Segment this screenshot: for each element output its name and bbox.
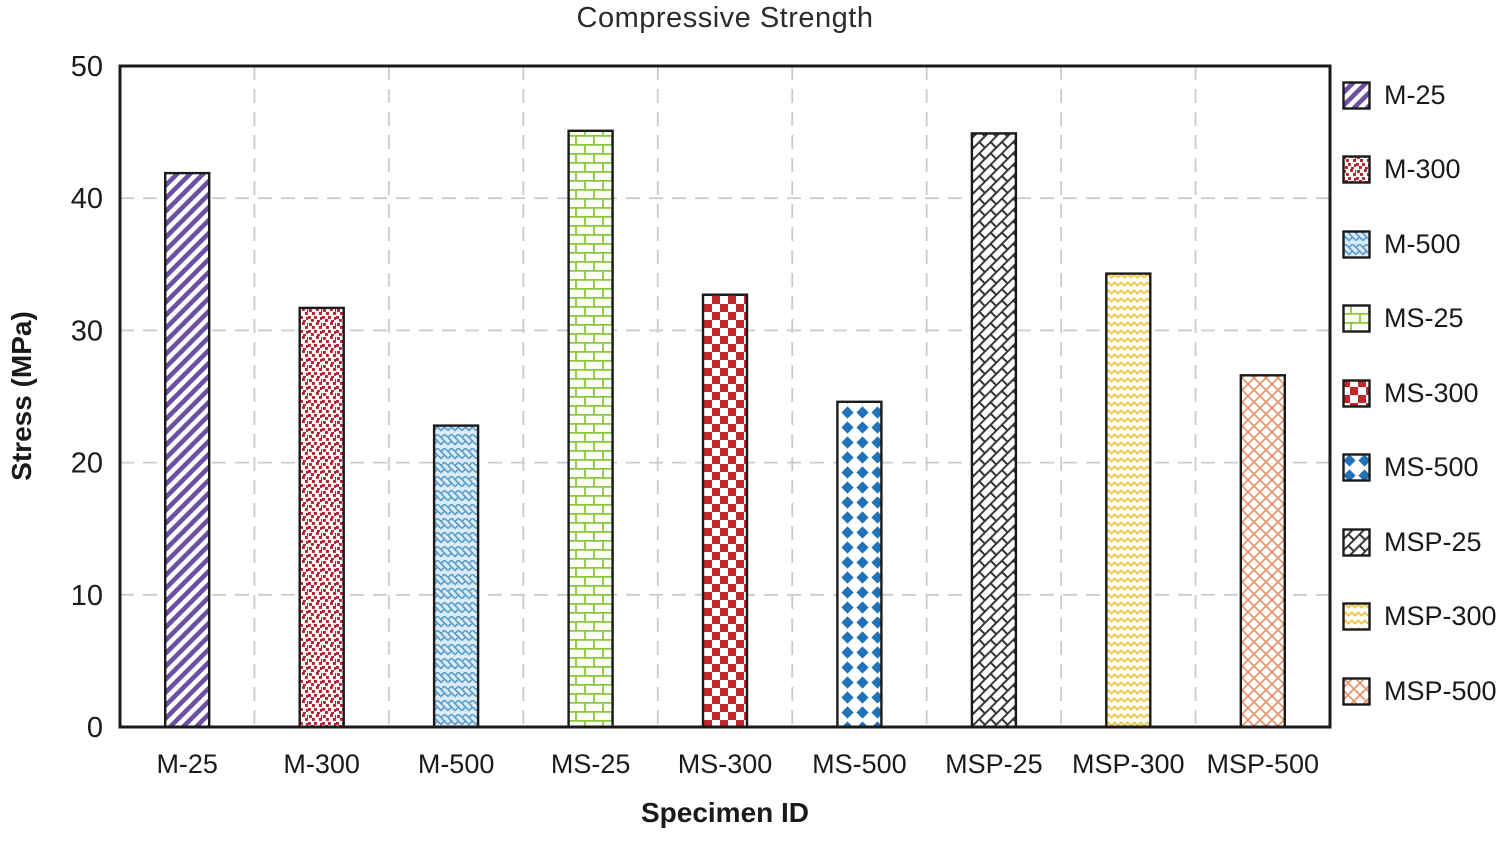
plot-frame: [118, 64, 1332, 729]
bar-MS-300: [701, 293, 749, 729]
legend-label: M-25: [1384, 79, 1446, 110]
legend-item-MS-500: MS-500: [1342, 452, 1500, 483]
legend-label: MSP-25: [1384, 526, 1482, 557]
y-tick-label: 40: [71, 183, 103, 215]
x-tick-label: MS-300: [678, 749, 773, 779]
x-tick-label: MSP-500: [1207, 749, 1320, 779]
legend-item-MSP-500: MSP-500: [1342, 676, 1500, 706]
x-tick-label: M-25: [156, 749, 218, 779]
y-tick-label: 30: [71, 315, 103, 347]
bar-MSP-25: [970, 132, 1018, 729]
x-axis-label: Specimen ID: [640, 797, 810, 828]
legend-swatch-icon: [1342, 80, 1371, 110]
legend-swatch-icon: [1342, 527, 1371, 557]
bar-M-500: [432, 424, 480, 729]
legend-item-MS-25: MS-25: [1342, 303, 1500, 334]
x-tick-label: M-300: [283, 749, 360, 779]
legend-item-M-500: M-500: [1342, 229, 1500, 259]
legend-swatch-icon: [1342, 229, 1371, 259]
legend-item-M-300: M-300: [1342, 154, 1500, 185]
x-tick-label: MS-25: [551, 749, 631, 779]
bars: [163, 129, 1287, 729]
legend-item-M-25: M-25: [1342, 80, 1500, 110]
x-tick-label: MSP-300: [1072, 749, 1185, 779]
legend-swatch-icon: [1342, 453, 1371, 482]
bar-MS-25: [567, 129, 614, 729]
legend-label: M-500: [1384, 228, 1461, 259]
legend-label: MS-25: [1384, 303, 1464, 333]
y-tick-label: 50: [71, 51, 103, 83]
y-tick-label: 20: [71, 448, 103, 480]
bar-MSP-300: [1105, 272, 1152, 729]
legend: M-25 M-300 M-500 MS-25 MS-300 MS-500 MSP-25 MSP…: [1342, 80, 1500, 706]
x-tick-label: MSP-25: [945, 749, 1043, 779]
legend-swatch-icon: [1342, 378, 1371, 408]
legend-swatch-icon: [1342, 602, 1371, 631]
y-tick-labels: 0 10 20 30 40 50: [71, 51, 103, 744]
x-tick-labels: M-25 M-300 M-500 MS-25 MS-300 MS-500 MSP-25 MSP…: [156, 749, 1319, 779]
legend-item-MS-300: MS-300: [1342, 378, 1500, 408]
legend-label: MS-300: [1384, 377, 1479, 408]
legend-item-MSP-25: MSP-25: [1342, 527, 1500, 557]
bar-M-25: [163, 171, 211, 729]
bar-MS-500: [836, 400, 883, 729]
y-tick-label: 0: [87, 712, 103, 744]
bar-M-300: [298, 306, 345, 729]
legend-label: MSP-300: [1384, 601, 1497, 631]
chart-title: Compressive Strength: [576, 2, 874, 34]
y-tick-label: 10: [71, 580, 103, 612]
legend-swatch-icon: [1342, 676, 1371, 706]
legend-swatch-icon: [1342, 304, 1371, 333]
legend-label: MSP-500: [1384, 675, 1497, 706]
legend-label: MS-500: [1384, 452, 1479, 482]
x-tick-label: MS-500: [812, 749, 907, 779]
bar-MSP-500: [1239, 374, 1287, 729]
x-tick-label: M-500: [418, 749, 495, 779]
legend-label: M-300: [1384, 154, 1461, 184]
legend-item-MSP-300: MSP-300: [1342, 601, 1500, 632]
legend-swatch-icon: [1342, 155, 1371, 184]
